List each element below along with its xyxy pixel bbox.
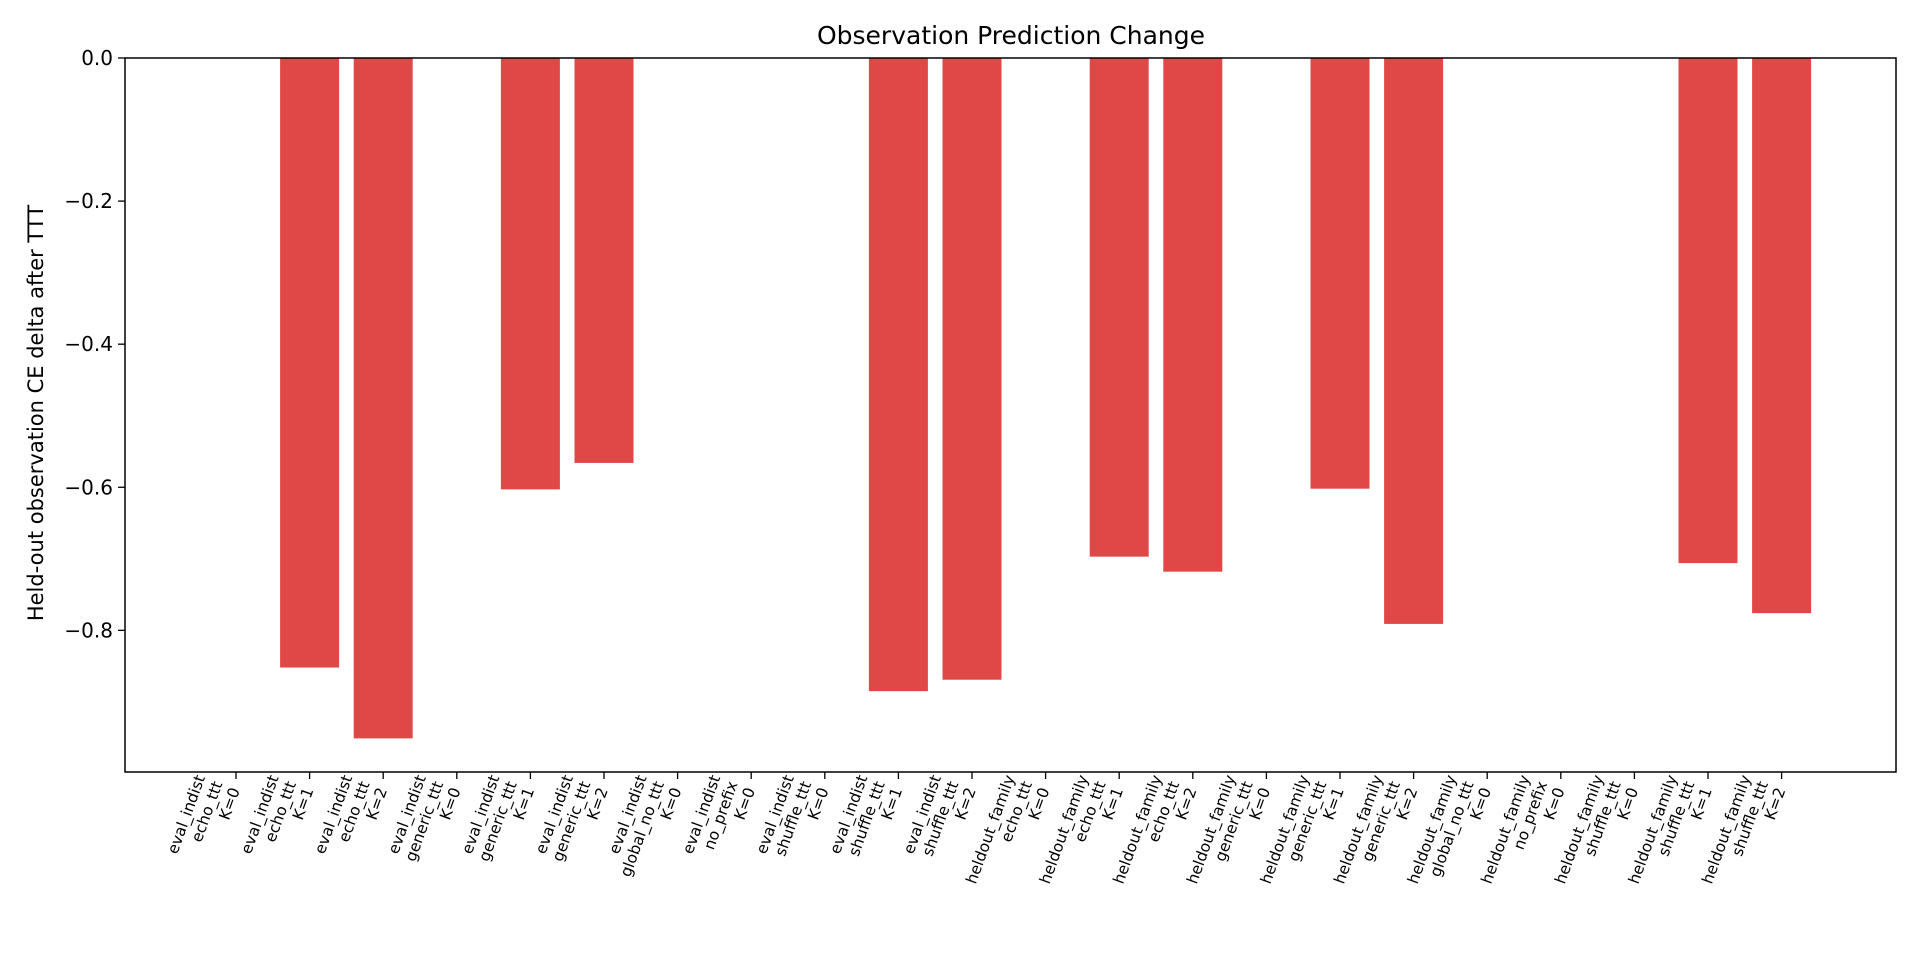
bar	[1752, 58, 1812, 614]
bar	[1678, 58, 1738, 564]
x-tick-label: eval_indistglobal_no_tttK=0	[599, 773, 685, 886]
y-tick-label: 0.0	[81, 46, 113, 70]
bar	[868, 58, 928, 692]
bars-group	[280, 58, 1812, 739]
x-tick-label: eval_indistgeneric_tttK=0	[384, 773, 464, 871]
x-tick-label: eval_indistshuffle_tttK=0	[753, 773, 833, 870]
y-axis: 0.0 −0.2 −0.4 −0.6 −0.8	[64, 46, 125, 642]
x-tick-label: eval_indistecho_tttK=2	[311, 773, 391, 870]
bar	[1089, 58, 1149, 557]
x-tick-label: eval_indistno_prefixK=0	[679, 773, 759, 870]
x-tick-label: eval_indistshuffle_tttK=1	[826, 773, 906, 870]
x-tick-label: eval_indistecho_tttK=1	[237, 773, 317, 870]
bar	[1310, 58, 1370, 489]
chart-title: Observation Prediction Change	[817, 21, 1205, 50]
y-axis-label: Held-out observation CE delta after TTT	[24, 205, 48, 622]
bar	[574, 58, 634, 463]
y-tick-label: −0.6	[64, 475, 113, 499]
x-tick-label: eval_indistgeneric_tttK=2	[531, 773, 611, 871]
y-tick-label: −0.8	[64, 618, 113, 642]
x-axis: eval_indistecho_tttK=0eval_indistecho_tt…	[164, 772, 1789, 887]
bar	[353, 58, 413, 739]
bar	[942, 58, 1002, 680]
bar	[280, 58, 340, 668]
bar	[500, 58, 560, 490]
x-tick-label: eval_indistshuffle_tttK=2	[900, 773, 980, 870]
plot-frame	[124, 57, 1897, 773]
x-tick-label: eval_indistgeneric_tttK=1	[458, 773, 538, 871]
bar	[1384, 58, 1444, 624]
y-tick-label: −0.2	[64, 189, 113, 213]
bar	[1163, 58, 1223, 572]
y-tick-label: −0.4	[64, 332, 113, 356]
x-tick-label: eval_indistecho_tttK=0	[164, 773, 244, 870]
